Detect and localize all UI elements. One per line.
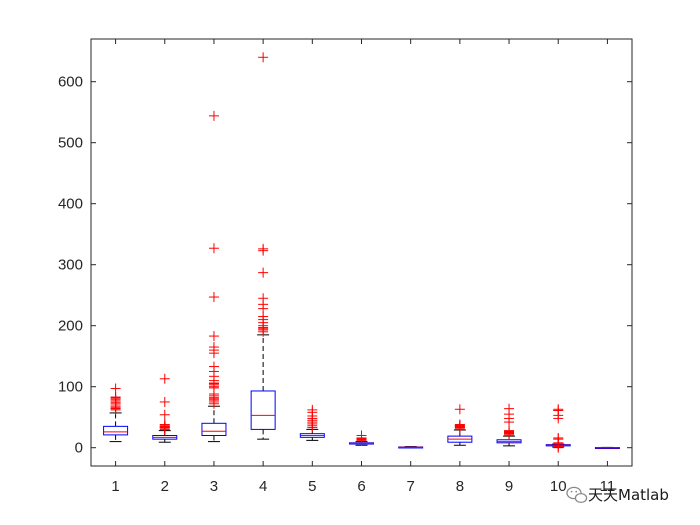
x-tick-label: 3 — [210, 478, 218, 495]
outlier-point — [504, 425, 515, 436]
x-tick-label: 9 — [505, 478, 513, 495]
box-group-10 — [545, 404, 571, 453]
outlier-point — [258, 293, 269, 304]
x-tick-label: 7 — [407, 478, 415, 495]
outlier-point — [208, 110, 219, 121]
outlier-point — [258, 52, 269, 63]
outlier-point — [356, 430, 367, 441]
x-tick-label: 5 — [308, 478, 316, 495]
axes-frame — [90, 38, 633, 467]
box — [201, 422, 227, 436]
box-group-2 — [152, 373, 178, 443]
outlier-point — [208, 331, 219, 342]
y-tick-label: 100 — [58, 379, 83, 396]
box-group-6 — [349, 430, 374, 446]
outlier-point — [110, 383, 121, 394]
y-tick-label: 300 — [58, 257, 83, 274]
x-tick-label: 10 — [550, 478, 567, 495]
x-tick-label: 8 — [456, 478, 464, 495]
box-group-11 — [594, 446, 620, 450]
outlier-point — [258, 267, 269, 278]
outlier-point — [504, 403, 515, 414]
box-group-4 — [250, 52, 276, 440]
box-group-7 — [398, 446, 424, 449]
y-tick-label: 0 — [75, 440, 83, 457]
box-group-5 — [299, 404, 325, 441]
outlier-point — [553, 432, 564, 443]
wechat-icon — [566, 486, 588, 504]
outlier-point — [159, 409, 170, 420]
outlier-point — [110, 392, 121, 403]
outlier-point — [208, 292, 219, 303]
x-tick-label: 1 — [111, 478, 119, 495]
box — [103, 425, 129, 436]
outlier-point — [553, 404, 564, 415]
box-group-8 — [447, 404, 473, 446]
outlier-point — [454, 419, 465, 430]
axes: 0 100 200 300 400 500 600 1 2 3 4 5 6 7 8 9 10 11 — [58, 38, 633, 495]
box-group-3 — [201, 110, 227, 443]
outlier-point — [208, 243, 219, 254]
outlier-point — [208, 361, 219, 372]
box — [250, 390, 276, 430]
y-tick-label: 500 — [58, 135, 83, 152]
y-tick-label: 600 — [58, 74, 83, 91]
outlier-point — [258, 243, 269, 254]
x-tick-label: 2 — [161, 478, 169, 495]
outlier-point — [159, 396, 170, 407]
outlier-point — [208, 342, 219, 353]
y-tick-label: 200 — [58, 318, 83, 335]
outlier-point — [159, 419, 170, 430]
outlier-point — [307, 404, 318, 415]
x-tick-label: 4 — [259, 478, 267, 495]
outlier-point — [159, 373, 170, 384]
x-tick-label: 11 — [600, 478, 616, 495]
watermark-text: 天天Matlab — [588, 486, 669, 504]
y-tick-label: 400 — [58, 196, 83, 213]
plot-area — [103, 52, 620, 453]
x-tick-label: 6 — [357, 478, 365, 495]
watermark: 天天Matlab — [566, 486, 669, 504]
box-group-1 — [103, 383, 129, 443]
outlier-point — [454, 404, 465, 415]
box-group-9 — [496, 403, 522, 447]
